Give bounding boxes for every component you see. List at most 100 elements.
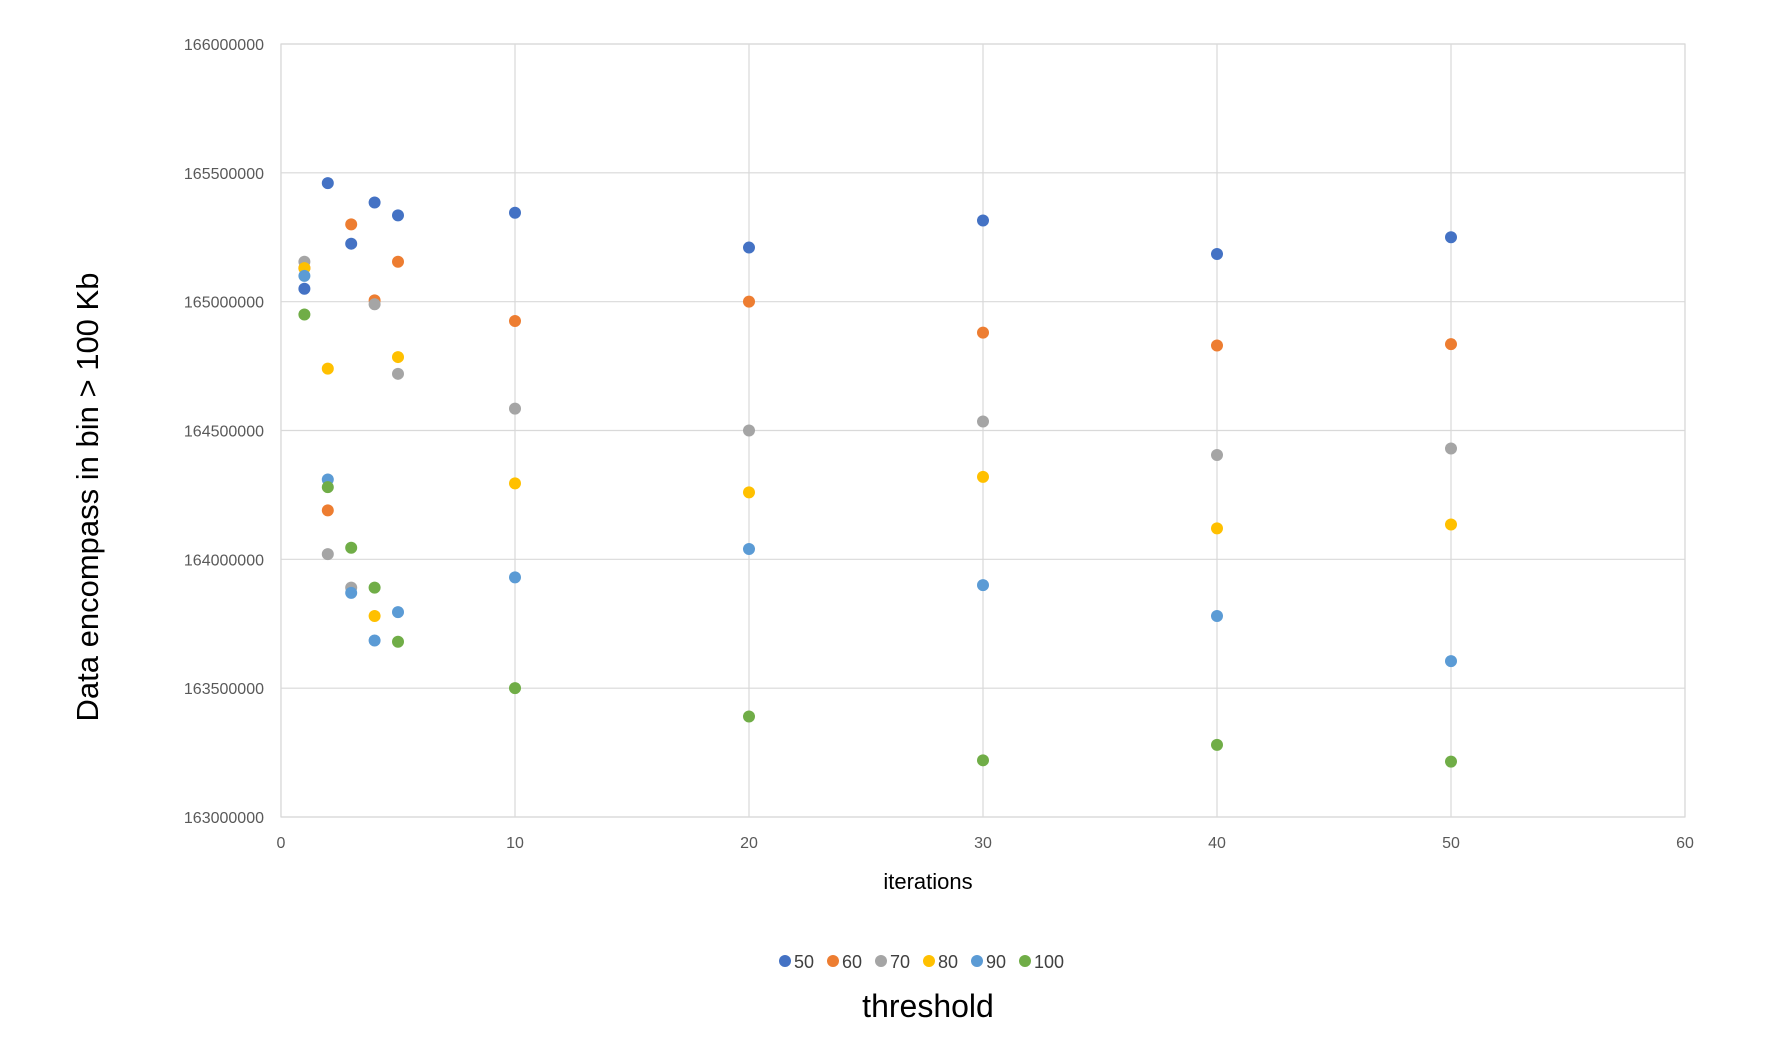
y-tick-label: 164000000 (184, 552, 264, 569)
data-point (368, 581, 381, 594)
data-point (368, 196, 381, 209)
data-point (368, 298, 381, 311)
data-point (345, 586, 358, 599)
data-point (977, 754, 989, 767)
data-point (1211, 448, 1223, 461)
legend-marker (971, 955, 983, 967)
legend-label: 70 (890, 952, 910, 972)
data-point (743, 424, 755, 437)
data-point (392, 635, 404, 648)
legend-marker (923, 955, 935, 967)
data-point (392, 255, 404, 268)
data-point (392, 367, 404, 380)
data-point (977, 214, 989, 227)
data-point (298, 308, 311, 321)
data-point (743, 295, 755, 308)
data-point (321, 548, 334, 561)
data-point (1445, 518, 1457, 531)
series-90 (298, 269, 1457, 668)
y-axis-title: Data encompass in bin > 100 Kb (70, 273, 105, 722)
x-tick-label: 60 (1676, 835, 1694, 852)
data-point (321, 504, 334, 517)
data-point (321, 362, 334, 375)
data-point (368, 610, 381, 623)
series-80 (298, 262, 1457, 623)
legend-label: 80 (938, 952, 958, 972)
y-tick-label: 166000000 (184, 37, 264, 54)
data-point (1211, 610, 1223, 623)
data-point (977, 326, 989, 339)
data-point (1445, 755, 1457, 768)
y-tick-label: 163000000 (184, 810, 264, 827)
data-point (743, 710, 755, 723)
x-axis-title: iterations (883, 869, 972, 894)
legend-label: 60 (842, 952, 862, 972)
data-point (743, 241, 755, 254)
legend-marker (875, 955, 887, 967)
data-point (1445, 442, 1457, 455)
legend-label: 100 (1034, 952, 1064, 972)
legend-item-100: 100 (1019, 952, 1064, 972)
data-point (509, 314, 521, 327)
x-tick-label: 40 (1208, 835, 1226, 852)
plot-area-border (280, 43, 1686, 818)
legend-label: 90 (986, 952, 1006, 972)
data-point (977, 579, 989, 592)
legend-item-60: 60 (827, 952, 862, 972)
x-tick-label: 10 (506, 835, 524, 852)
x-tick-label: 0 (277, 835, 286, 852)
x-tick-label: 20 (740, 835, 758, 852)
data-point (977, 470, 989, 483)
data-point (743, 543, 755, 556)
data-point (1211, 247, 1223, 260)
series-60 (298, 218, 1457, 517)
legend-item-90: 90 (971, 952, 1006, 972)
legend-item-70: 70 (875, 952, 910, 972)
data-point (509, 682, 521, 695)
data-point (298, 282, 311, 295)
data-points (298, 177, 1457, 768)
legend-title: threshold (862, 988, 994, 1024)
data-point (321, 481, 334, 494)
data-point (1445, 655, 1457, 668)
y-axis-ticks: 163000000 163500000 164000000 164500000 1650… (184, 37, 264, 827)
data-point (509, 477, 521, 490)
data-point (345, 218, 358, 231)
x-axis-ticks: 0 10 20 30 40 50 60 (277, 835, 1694, 852)
data-point (1445, 231, 1457, 244)
data-point (509, 402, 521, 415)
legend-item-50: 50 (779, 952, 814, 972)
data-point (1211, 339, 1223, 352)
data-point (298, 269, 311, 282)
x-tick-label: 50 (1442, 835, 1460, 852)
legend-marker (827, 955, 839, 967)
y-tick-label: 163500000 (184, 681, 264, 698)
data-point (1211, 738, 1223, 751)
data-point (392, 351, 404, 364)
data-point (1211, 522, 1223, 535)
gridlines (280, 43, 1686, 818)
legend-marker (1019, 955, 1031, 967)
data-point (509, 571, 521, 584)
data-point (368, 634, 381, 647)
legend-marker (779, 955, 791, 967)
y-tick-label: 164500000 (184, 424, 264, 441)
data-point (743, 486, 755, 499)
series-70 (298, 255, 1457, 594)
series-50 (298, 177, 1457, 295)
data-point (977, 415, 989, 428)
data-point (345, 541, 358, 554)
data-point (321, 177, 334, 190)
data-point (345, 237, 358, 250)
x-tick-label: 30 (974, 835, 992, 852)
data-point (1445, 338, 1457, 351)
data-point (509, 206, 521, 219)
legend-item-80: 80 (923, 952, 958, 972)
legend: 50 60 70 80 90 100 (779, 952, 1064, 972)
data-point (392, 606, 404, 619)
series-100 (298, 308, 1457, 768)
y-tick-label: 165500000 (184, 166, 264, 183)
legend-label: 50 (794, 952, 814, 972)
